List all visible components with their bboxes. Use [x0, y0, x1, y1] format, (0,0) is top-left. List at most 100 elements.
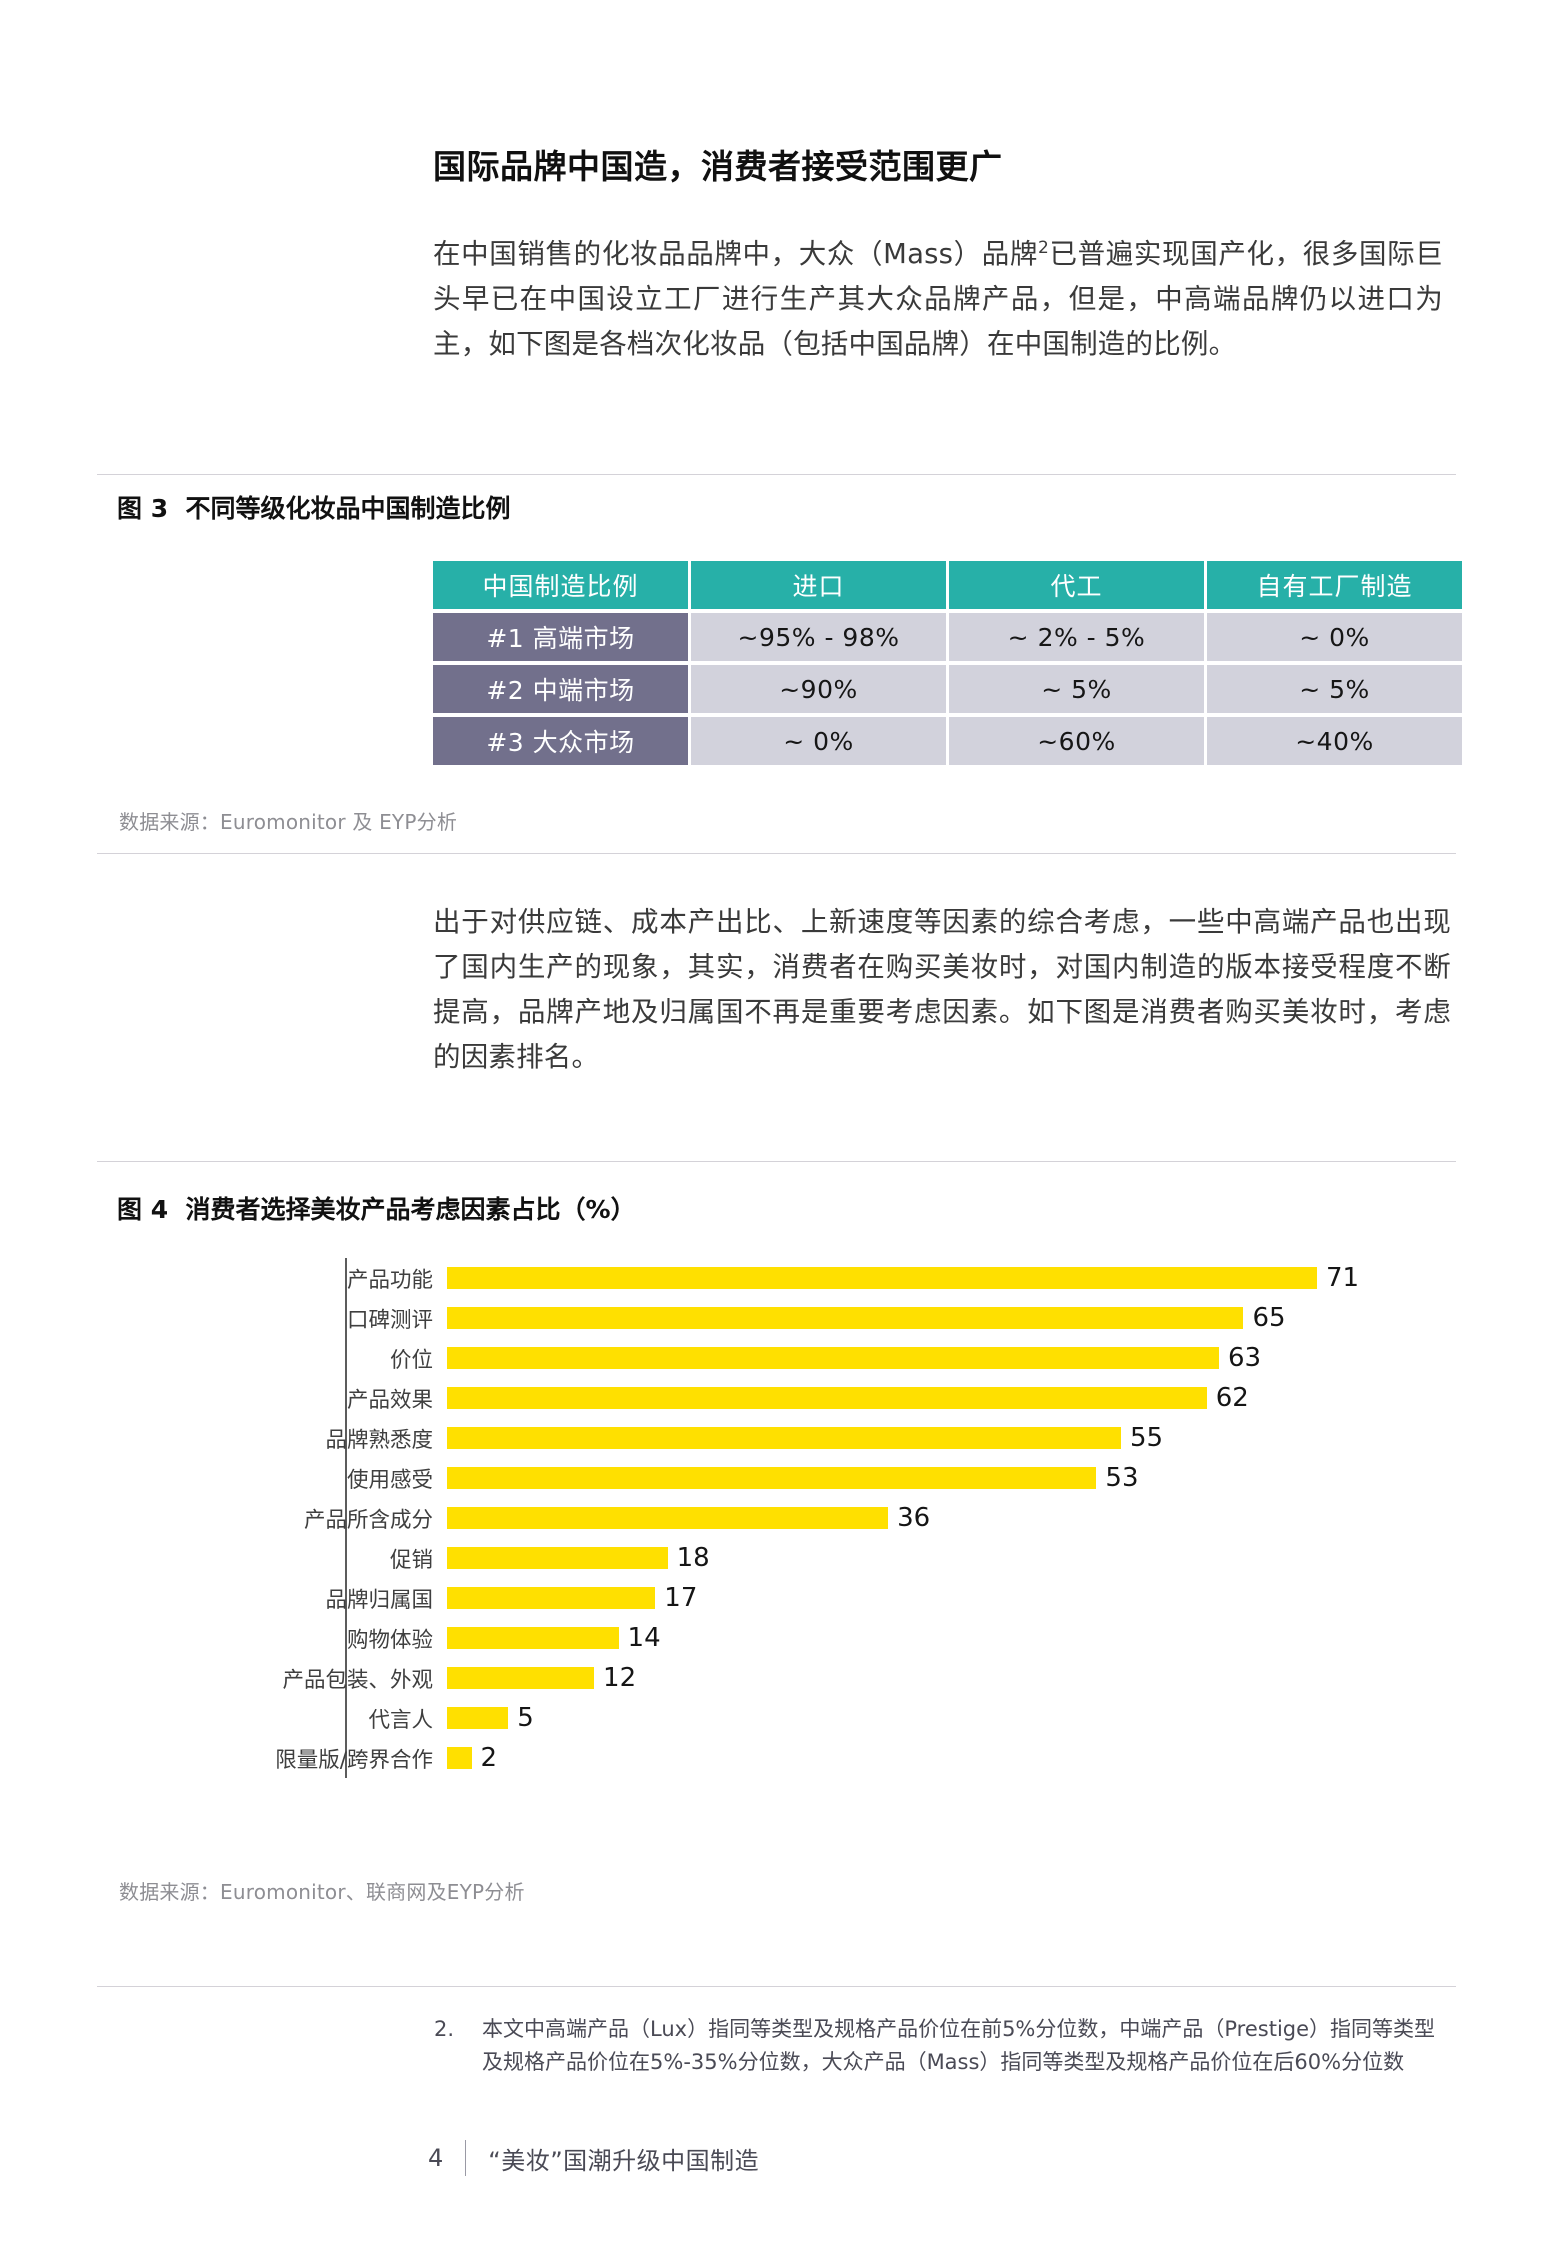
figure4-caption-title: 消费者选择美妆产品考虑因素占比（%）	[185, 1195, 636, 1224]
chart-bar	[447, 1627, 619, 1649]
figure3-caption-title: 不同等级化妆品中国制造比例	[185, 494, 511, 523]
chart-bar-row: 产品所含成分 36	[117, 1498, 1447, 1538]
divider-above-figure4	[97, 1161, 1456, 1162]
chart-bar	[447, 1347, 1219, 1369]
chart-plot-area: 62	[447, 1378, 1447, 1418]
chart-category-label: 产品所含成分	[303, 1507, 433, 1533]
figure4-bar-chart: 产品功能 71 口碑测评 65 价位 63 产品效果 62 品牌熟悉度 55 使用感受 53 产品所含成…	[117, 1258, 1447, 1778]
figure3-caption-number: 图 3	[117, 494, 169, 523]
chart-bar	[447, 1707, 509, 1729]
table-row: #3 大众市场 ~ 0% ~60% ~40%	[433, 717, 1462, 765]
footnote-text: 本文中高端产品（Lux）指同等类型及规格产品价位在前5%分位数，中端产品（Pre…	[482, 2017, 1436, 2074]
chart-bar-row: 产品功能 71	[117, 1258, 1447, 1298]
table-header-row: 中国制造比例 进口 代工 自有工厂制造	[433, 561, 1462, 609]
chart-category-label: 产品包装、外观	[282, 1667, 433, 1693]
chart-category-label: 产品效果	[346, 1387, 433, 1413]
chart-bar-row: 限量版/跨界合作 2	[117, 1738, 1447, 1778]
chart-bar-row: 口碑测评 65	[117, 1298, 1447, 1338]
chart-bar-value: 17	[664, 1583, 698, 1613]
chart-plot-area: 36	[447, 1498, 1447, 1538]
paragraph-1-part-1: 在中国销售的化妆品品牌中，大众（Mass）品牌	[433, 238, 1039, 270]
footnote-marker: 2	[1038, 237, 1050, 258]
chart-category-label: 品牌归属国	[325, 1587, 433, 1613]
table-header-cell-3: 自有工厂制造	[1207, 561, 1462, 609]
chart-bar	[447, 1267, 1317, 1289]
chart-bar-row: 使用感受 53	[117, 1458, 1447, 1498]
figure4-caption: 图 4 消费者选择美妆产品考虑因素占比（%）	[117, 1190, 636, 1226]
chart-bar	[447, 1547, 668, 1569]
chart-plot-area: 2	[447, 1738, 1447, 1778]
chart-plot-area: 55	[447, 1418, 1447, 1458]
figure3-table: 中国制造比例 进口 代工 自有工厂制造 #1 高端市场 ~95% - 98% ~…	[430, 557, 1465, 769]
chart-value-axis	[345, 1258, 347, 1778]
chart-category-label: 代言人	[368, 1707, 433, 1733]
figure4-caption-number: 图 4	[117, 1195, 169, 1224]
divider-above-figure3	[97, 474, 1456, 475]
chart-bar-row: 代言人 5	[117, 1698, 1447, 1738]
table-cell: ~ 5%	[949, 665, 1204, 713]
chart-category-label: 购物体验	[346, 1627, 433, 1653]
table-row: #1 高端市场 ~95% - 98% ~ 2% - 5% ~ 0%	[433, 613, 1462, 661]
chart-bar-row: 购物体验 14	[117, 1618, 1447, 1658]
chart-bar	[447, 1307, 1244, 1329]
chart-bar	[447, 1507, 889, 1529]
chart-plot-area: 12	[447, 1658, 1447, 1698]
chart-bar-value: 53	[1105, 1463, 1139, 1493]
figure3-caption: 图 3 不同等级化妆品中国制造比例	[117, 489, 511, 525]
chart-bar	[447, 1467, 1097, 1489]
chart-plot-area: 65	[447, 1298, 1447, 1338]
table-cell: ~ 0%	[691, 717, 946, 765]
paragraph-1-part-2: 已普遍实现国产化，很多国际巨头早已在中国设立工厂进行生产其大众品牌产品，但是，中…	[433, 238, 1443, 360]
table-row-label: #3 大众市场	[433, 717, 688, 765]
chart-bar	[447, 1747, 472, 1769]
chart-bar-value: 71	[1326, 1263, 1360, 1293]
chart-category-label: 产品功能	[346, 1267, 433, 1293]
chart-category-label: 品牌熟悉度	[325, 1427, 433, 1453]
table-row: #2 中端市场 ~90% ~ 5% ~ 5%	[433, 665, 1462, 713]
table-cell: ~95% - 98%	[691, 613, 946, 661]
chart-bar-value: 18	[676, 1543, 710, 1573]
chart-bar-value: 62	[1215, 1383, 1249, 1413]
chart-category-label: 使用感受	[346, 1467, 433, 1493]
chart-bar-value: 5	[517, 1703, 534, 1733]
chart-plot-area: 71	[447, 1258, 1447, 1298]
chart-bar	[447, 1667, 595, 1689]
intro-paragraph: 在中国销售的化妆品品牌中，大众（Mass）品牌2已普遍实现国产化，很多国际巨头早…	[433, 232, 1443, 367]
chart-bar-value: 12	[603, 1663, 637, 1693]
chart-bar-row: 品牌熟悉度 55	[117, 1418, 1447, 1458]
chart-bar-row: 品牌归属国 17	[117, 1578, 1447, 1618]
figure4-source-note: 数据来源：Euromonitor、联商网及EYP分析	[119, 1880, 525, 1904]
table-cell: ~90%	[691, 665, 946, 713]
table-cell: ~60%	[949, 717, 1204, 765]
chart-plot-area: 53	[447, 1458, 1447, 1498]
footnote-block: 2. 本文中高端产品（Lux）指同等类型及规格产品价位在前5%分位数，中端产品（…	[434, 2013, 1446, 2079]
chart-bar	[447, 1587, 656, 1609]
chart-bar-value: 36	[897, 1503, 931, 1533]
chart-bar-row: 产品效果 62	[117, 1378, 1447, 1418]
table-header-cell-0: 中国制造比例	[433, 561, 688, 609]
footer-divider	[465, 2140, 467, 2176]
chart-category-label: 限量版/跨界合作	[275, 1747, 433, 1773]
footnote-number: 2.	[434, 2017, 455, 2041]
page-footer: 4 “美妆”国潮升级中国制造	[428, 2140, 759, 2176]
table-header-cell-2: 代工	[949, 561, 1204, 609]
footer-document-title: “美妆”国潮升级中国制造	[488, 2146, 760, 2175]
table-cell: ~ 2% - 5%	[949, 613, 1204, 661]
chart-bar-row: 价位 63	[117, 1338, 1447, 1378]
table-header-cell-1: 进口	[691, 561, 946, 609]
table-cell: ~40%	[1207, 717, 1462, 765]
chart-bar-row: 促销 18	[117, 1538, 1447, 1578]
chart-plot-area: 63	[447, 1338, 1447, 1378]
section-heading: 国际品牌中国造，消费者接受范围更广	[433, 147, 1003, 186]
chart-bar-value: 2	[480, 1743, 498, 1773]
chart-plot-area: 18	[447, 1538, 1447, 1578]
chart-bar	[447, 1387, 1207, 1409]
chart-category-label: 价位	[389, 1347, 433, 1373]
table-cell: ~ 0%	[1207, 613, 1462, 661]
chart-category-label: 口碑测评	[346, 1307, 433, 1333]
figure3-source-note: 数据来源：Euromonitor 及 EYP分析	[119, 810, 458, 834]
divider-below-figure3	[97, 853, 1456, 854]
table-cell: ~ 5%	[1207, 665, 1462, 713]
chart-bar-row: 产品包装、外观 12	[117, 1658, 1447, 1698]
